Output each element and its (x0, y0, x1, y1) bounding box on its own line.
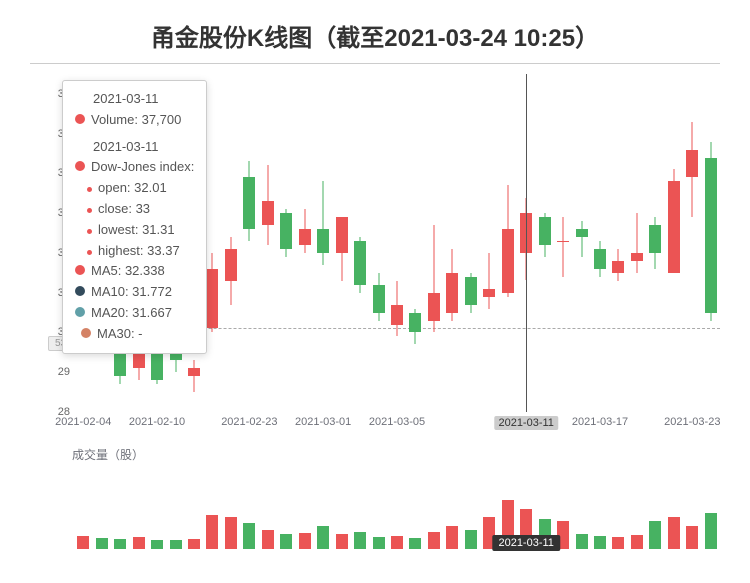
volume-bar[interactable] (465, 530, 477, 549)
volume-bar[interactable] (133, 537, 145, 549)
candlestick-chart[interactable]: 282930313233343536 2021-02-042021-02-102… (30, 74, 720, 434)
volume-bar[interactable] (594, 536, 606, 549)
ma20-dot-icon (75, 307, 85, 317)
tooltip-date: 2021-03-11 (93, 89, 159, 110)
volume-bar[interactable] (705, 513, 717, 549)
x-tick: 2021-02-23 (221, 416, 277, 428)
ma30-dot-icon (81, 328, 91, 338)
ma10-dot-icon (75, 286, 85, 296)
volume-bar[interactable] (649, 521, 661, 549)
volume-bar[interactable] (336, 534, 348, 549)
volume-bar[interactable] (188, 539, 200, 549)
volume-bar[interactable] (612, 537, 624, 549)
volume-bar[interactable] (668, 517, 680, 549)
chart-title: 甬金股份K线图（截至2021-03-24 10:25） (0, 0, 750, 63)
tooltip-ma30: MA30: - (97, 324, 143, 345)
volume-bar[interactable] (262, 530, 274, 549)
volume-bar[interactable] (686, 526, 698, 549)
tooltip-ma10: MA10: 31.772 (91, 282, 172, 303)
volume-bar[interactable] (631, 535, 643, 549)
open-dot-icon (87, 187, 92, 192)
volume-title: 成交量（股） (72, 446, 750, 463)
divider (30, 63, 720, 64)
volume-bar[interactable] (391, 536, 403, 549)
x-tick: 2021-03-05 (369, 416, 425, 428)
volume-bar[interactable] (576, 534, 588, 549)
volume-bar[interactable] (151, 540, 163, 549)
tooltip-date2: 2021-03-11 (93, 137, 159, 158)
close-dot-icon (87, 208, 92, 213)
volume-axis-pointer: 2021-03-11 (492, 535, 559, 551)
y-tick: 29 (58, 366, 70, 378)
volume-bar[interactable] (77, 536, 89, 549)
volume-bar[interactable] (206, 515, 218, 549)
volume-bar[interactable] (243, 523, 255, 549)
volume-chart[interactable]: 2021-03-11 (74, 469, 720, 549)
tooltip: 2021-03-11 Volume: 37,700 2021-03-11 Dow… (62, 80, 207, 354)
x-tick: 2021-03-11 (494, 416, 557, 430)
volume-bar[interactable] (446, 526, 458, 549)
tooltip-open: open: 32.01 (98, 178, 167, 199)
tooltip-series: Dow-Jones index: (91, 157, 194, 178)
x-tick: 2021-02-10 (129, 416, 185, 428)
volume-bar[interactable] (317, 526, 329, 549)
tooltip-close: close: 33 (98, 199, 150, 220)
tooltip-ma20: MA20: 31.667 (91, 303, 172, 324)
series-dot-icon (75, 161, 85, 171)
volume-bar[interactable] (96, 538, 108, 549)
x-tick: 2021-03-01 (295, 416, 351, 428)
volume-bar[interactable] (280, 534, 292, 549)
volume-bar[interactable] (428, 532, 440, 549)
x-axis: 2021-02-042021-02-102021-02-232021-03-01… (74, 414, 720, 434)
volume-bar[interactable] (170, 540, 182, 549)
volume-bar[interactable] (409, 538, 421, 549)
volume-bar[interactable] (373, 537, 385, 549)
volume-bar[interactable] (299, 533, 311, 549)
volume-dot-icon (75, 114, 85, 124)
ma5-dot-icon (75, 265, 85, 275)
x-tick: 2021-03-17 (572, 416, 628, 428)
tooltip-lowest: lowest: 31.31 (98, 220, 175, 241)
lowest-dot-icon (87, 229, 92, 234)
volume-bar[interactable] (354, 532, 366, 549)
x-tick: 2021-02-04 (55, 416, 111, 428)
tooltip-ma5: MA5: 32.338 (91, 261, 165, 282)
tooltip-volume: Volume: 37,700 (91, 110, 181, 131)
tooltip-highest: highest: 33.37 (98, 241, 180, 262)
highest-dot-icon (87, 250, 92, 255)
crosshair (526, 74, 527, 412)
x-tick: 2021-03-23 (664, 416, 720, 428)
volume-bar[interactable] (225, 517, 237, 549)
volume-bar[interactable] (114, 539, 126, 549)
